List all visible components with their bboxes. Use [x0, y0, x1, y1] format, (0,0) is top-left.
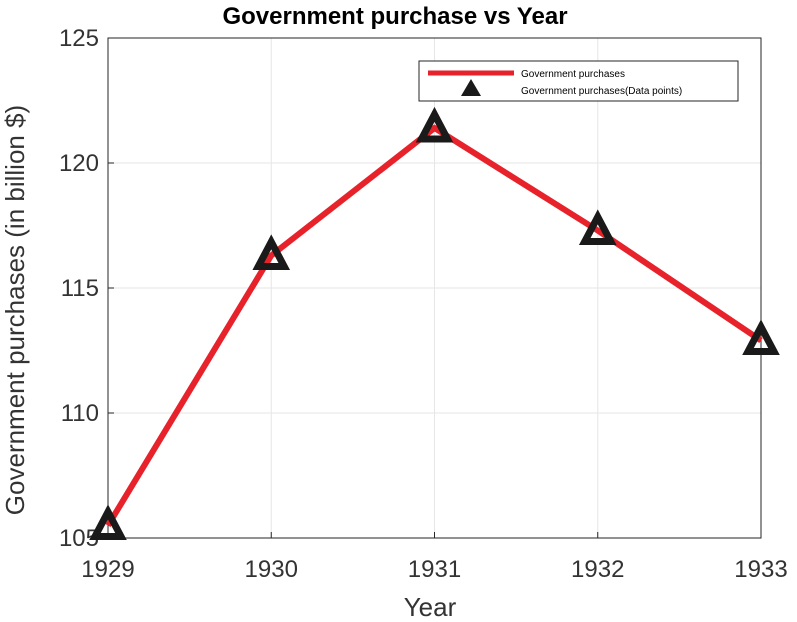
legend-item-markers: Government purchases(Data points) [521, 86, 682, 97]
y-tick-label: 110 [61, 400, 99, 427]
chart-title: Government purchase vs Year [222, 3, 567, 30]
data-point-marker [742, 319, 780, 355]
series-line [105, 124, 763, 528]
plot-area [89, 106, 780, 540]
x-tick-label: 1931 [408, 556, 461, 583]
y-axis-label: Government purchases (in billion $) [0, 105, 30, 515]
y-tick-label: 115 [61, 275, 99, 302]
x-tick-label: 1933 [734, 556, 787, 583]
y-tick-label: 120 [59, 150, 99, 177]
y-tick-label: 125 [59, 25, 99, 52]
x-tick-label: 1932 [571, 556, 624, 583]
data-point-marker [578, 209, 617, 245]
legend-item-line: Government purchases [521, 69, 625, 80]
data-point-marker [415, 106, 454, 143]
x-axis-label: Year [404, 592, 457, 622]
data-point-marker [89, 504, 127, 540]
data-point-marker [252, 234, 291, 270]
legend: Government purchases Government purchase… [418, 60, 739, 102]
x-tick-labels: 1929 1930 1931 1932 1933 [81, 532, 788, 583]
x-tick-label: 1930 [245, 556, 298, 583]
legend-triangle-swatch [461, 79, 481, 96]
x-tick-label: 1929 [81, 556, 134, 583]
